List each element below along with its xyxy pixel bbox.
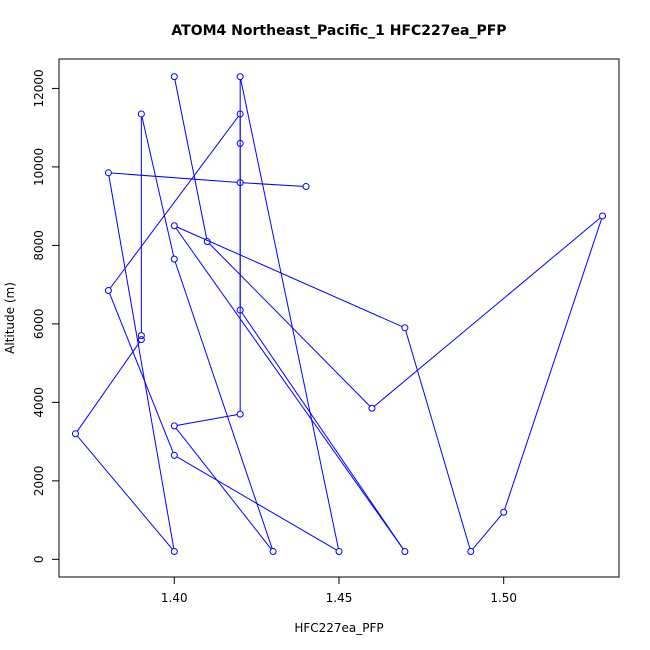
y-axis-label: Altitude (m) xyxy=(3,282,17,354)
series-line-segment xyxy=(111,172,238,183)
chart-title: ATOM4 Northeast_Pacific_1 HFC227ea_PFP xyxy=(171,23,506,39)
data-point xyxy=(170,547,178,555)
series-line-segment xyxy=(176,456,337,551)
data-point xyxy=(104,169,112,177)
series-line-segment xyxy=(405,330,471,549)
data-point xyxy=(170,222,178,230)
y-tick-label: 2000 xyxy=(32,466,46,497)
series-line-segment xyxy=(177,414,238,426)
series-line-segment xyxy=(109,116,239,289)
data-point xyxy=(236,410,244,418)
data-point xyxy=(71,430,79,438)
data-point xyxy=(236,179,244,187)
series-line-segment xyxy=(174,79,208,239)
data-point xyxy=(170,422,178,430)
data-point xyxy=(236,73,244,81)
data-point xyxy=(269,547,277,555)
data-point xyxy=(368,404,376,412)
x-tick-label: 1.45 xyxy=(326,591,353,605)
series-line-segment xyxy=(141,116,175,257)
y-tick-label: 12000 xyxy=(32,69,46,107)
data-point xyxy=(137,332,145,340)
x-tick-label: 1.40 xyxy=(161,591,188,605)
data-point xyxy=(401,324,409,332)
series-line-segment xyxy=(241,312,404,550)
series-line-segment xyxy=(373,217,601,407)
y-tick-label: 6000 xyxy=(32,309,46,340)
series-line-segment xyxy=(174,261,273,549)
y-tick-label: 4000 xyxy=(32,387,46,418)
data-point xyxy=(236,306,244,314)
y-tick-label: 10000 xyxy=(32,148,46,186)
data-point xyxy=(170,73,178,81)
series-line-segment xyxy=(243,182,304,187)
y-tick-label: 8000 xyxy=(32,230,46,261)
data-point xyxy=(137,336,145,344)
series-line-segment xyxy=(504,218,603,510)
y-axis: 0 2000 4000 6000 8000 10000 12000 xyxy=(32,69,60,564)
data-point xyxy=(236,139,244,147)
data-point xyxy=(599,212,607,220)
x-tick-label: 1.50 xyxy=(490,591,517,605)
series-line-segment xyxy=(240,79,339,549)
series-line-segment xyxy=(76,341,141,432)
series-layer xyxy=(71,73,607,555)
y-tick-label: 0 xyxy=(32,556,46,564)
data-point xyxy=(170,451,178,459)
data-point xyxy=(170,255,178,263)
x-axis: 1.40 1.45 1.50 xyxy=(161,576,517,605)
series-line-segment xyxy=(208,243,371,407)
data-point xyxy=(302,183,310,191)
data-point xyxy=(335,547,343,555)
data-point xyxy=(401,547,409,555)
data-point xyxy=(236,110,244,118)
data-point xyxy=(203,237,211,245)
data-point xyxy=(104,287,112,295)
series-line-segment xyxy=(472,514,503,550)
series-line-segment xyxy=(108,175,175,549)
series-line-segment xyxy=(175,427,272,550)
data-point xyxy=(467,547,475,555)
series-line-segment xyxy=(77,435,173,550)
series-line-segment xyxy=(109,293,174,453)
series-line-segment xyxy=(175,227,404,550)
series-line-segment xyxy=(176,226,403,328)
data-point xyxy=(137,110,145,118)
x-axis-label: HFC227ea_PFP xyxy=(294,621,383,635)
data-point xyxy=(500,508,508,516)
